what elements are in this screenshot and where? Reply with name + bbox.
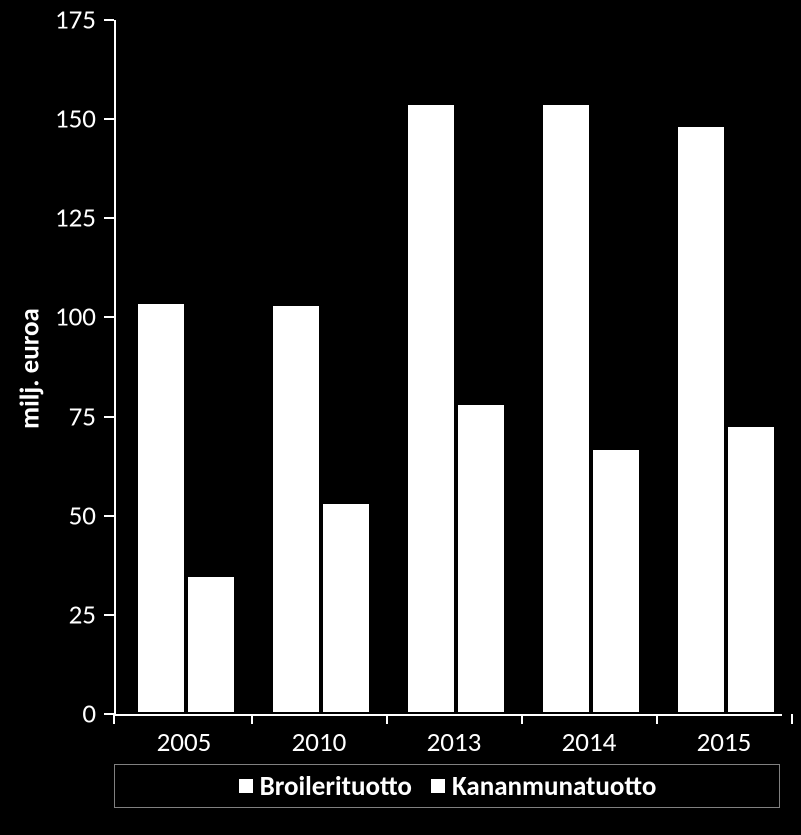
plot-area: [114, 20, 782, 716]
y-axis-title: milj. euroa: [14, 299, 47, 439]
bar: [591, 448, 641, 714]
x-tick-label: 2013: [427, 726, 482, 759]
bar: [456, 403, 506, 714]
x-tick-mark: [386, 714, 388, 724]
bar: [186, 575, 236, 714]
legend-swatch: [238, 778, 254, 794]
x-tick-label: 2005: [157, 726, 212, 759]
x-tick-label: 2015: [697, 726, 752, 759]
bar: [136, 302, 186, 714]
bar: [271, 304, 321, 714]
bar: [321, 502, 371, 714]
legend-item: Broilerituotto: [238, 770, 412, 803]
y-tick-label: 0: [0, 698, 96, 731]
y-tick-mark: [104, 416, 114, 418]
y-tick-mark: [104, 217, 114, 219]
y-tick-mark: [104, 316, 114, 318]
x-tick-mark: [521, 714, 523, 724]
bar-chart: 0255075100125150175milj. euroa2005201020…: [0, 0, 801, 835]
legend-item: Kananmunatuotto: [430, 770, 656, 803]
bar: [541, 103, 591, 714]
legend: Broilerituotto Kananmunatuotto: [114, 764, 780, 808]
bar: [726, 425, 776, 714]
y-tick-label: 150: [0, 103, 96, 136]
y-tick-mark: [104, 614, 114, 616]
y-tick-label: 50: [0, 499, 96, 532]
legend-label: Broilerituotto: [260, 770, 412, 803]
x-tick-label: 2014: [562, 726, 617, 759]
x-tick-label: 2010: [292, 726, 347, 759]
y-tick-label: 175: [0, 4, 96, 37]
x-tick-mark: [113, 714, 115, 724]
y-tick-label: 25: [0, 598, 96, 631]
bar: [676, 125, 726, 714]
legend-swatch: [430, 778, 446, 794]
legend-label: Kananmunatuotto: [452, 770, 656, 803]
y-tick-label: 125: [0, 202, 96, 235]
y-tick-mark: [104, 515, 114, 517]
y-tick-mark: [104, 118, 114, 120]
x-tick-mark: [791, 714, 793, 724]
y-tick-mark: [104, 19, 114, 21]
bar: [406, 103, 456, 714]
x-tick-mark: [656, 714, 658, 724]
x-tick-mark: [251, 714, 253, 724]
